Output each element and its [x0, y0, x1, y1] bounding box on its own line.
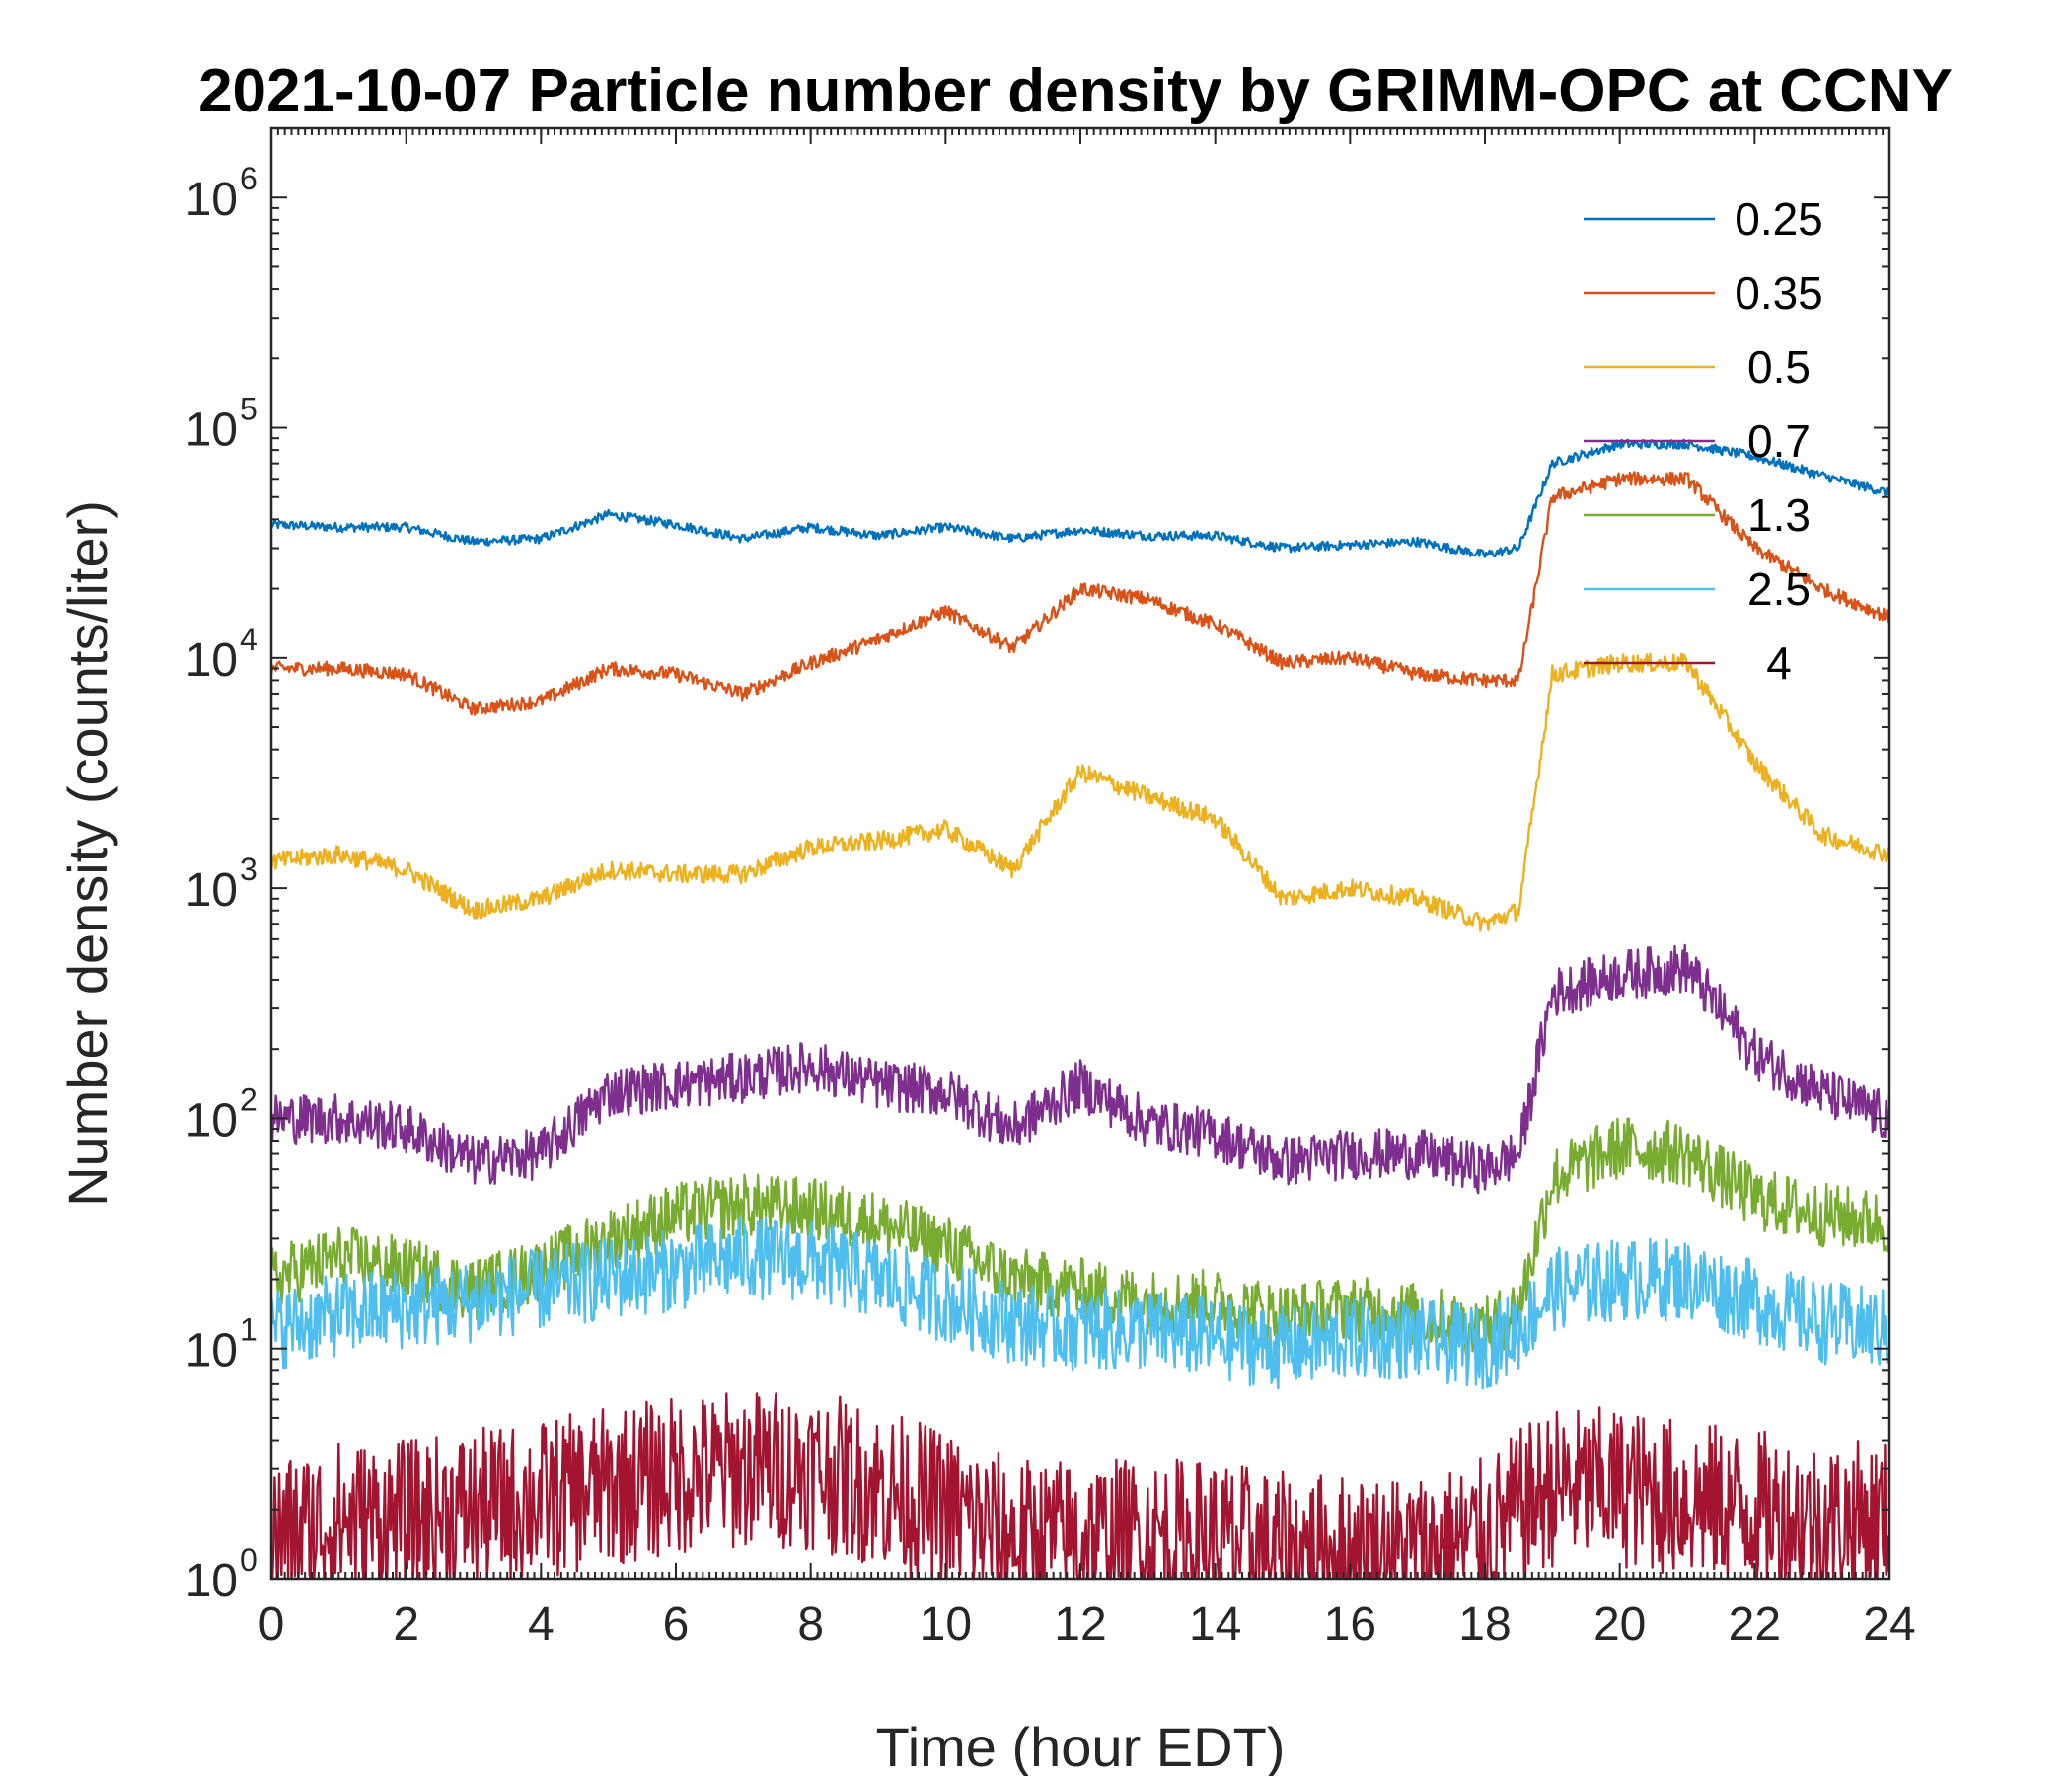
x-tick-label: 4 — [528, 1598, 555, 1651]
y-tick-label: 10 — [185, 1555, 238, 1607]
x-tick-label: 2 — [393, 1598, 419, 1651]
y-tick-label: 10 — [185, 405, 238, 457]
y-tick-exponent: 5 — [240, 392, 258, 427]
y-tick-exponent: 1 — [240, 1312, 258, 1348]
series-line-2 — [269, 652, 1891, 932]
y-tick-exponent: 3 — [240, 851, 258, 887]
x-tick-label: 0 — [259, 1598, 285, 1651]
series-line-3 — [269, 943, 1891, 1195]
x-tick-label: 14 — [1189, 1598, 1241, 1651]
x-axis-label: Time (hour EDT) — [876, 1716, 1286, 1776]
x-tick-label: 12 — [1054, 1598, 1106, 1651]
legend-entry-label: 1.3 — [1747, 489, 1811, 541]
chart-title: 2021-10-07 Particle number density by GR… — [198, 57, 1953, 125]
x-tick-label: 18 — [1458, 1598, 1511, 1651]
y-tick-exponent: 0 — [240, 1542, 258, 1578]
y-tick-label: 10 — [185, 864, 238, 917]
y-tick-label: 10 — [185, 1325, 238, 1377]
x-tick-label: 8 — [797, 1598, 824, 1651]
x-tick-label: 6 — [663, 1598, 690, 1651]
y-tick-exponent: 6 — [240, 161, 258, 196]
y-axis-label: Number density (counts/liter) — [56, 500, 118, 1207]
legend-entry-label: 0.7 — [1747, 415, 1811, 467]
y-tick-label: 10 — [185, 634, 238, 687]
series-group — [269, 438, 1891, 1581]
series-line-5 — [269, 1216, 1891, 1390]
legend-entry-label: 2.5 — [1747, 563, 1811, 615]
y-tick-exponent: 4 — [240, 622, 258, 657]
x-tick-label: 10 — [920, 1598, 972, 1651]
x-tick-label: 24 — [1863, 1598, 1915, 1651]
legend-entry-label: 0.5 — [1747, 341, 1811, 393]
series-line-1 — [269, 471, 1891, 716]
y-tick-label: 10 — [185, 174, 238, 226]
legend: 0.25 0.35 0.5 0.7 1.3 2.5 4 — [1584, 193, 1823, 689]
x-tick-label: 20 — [1593, 1598, 1646, 1651]
legend-entry-label: 0.25 — [1735, 193, 1823, 245]
y-tick-exponent: 2 — [240, 1081, 258, 1117]
plot-area — [271, 128, 1889, 1579]
x-tick-label: 22 — [1729, 1598, 1781, 1651]
legend-entry-label: 0.35 — [1735, 267, 1823, 319]
x-tick-label: 16 — [1324, 1598, 1376, 1651]
series-line-0 — [269, 438, 1890, 558]
y-tick-label: 10 — [185, 1094, 238, 1147]
legend-entry-label: 4 — [1766, 637, 1792, 689]
